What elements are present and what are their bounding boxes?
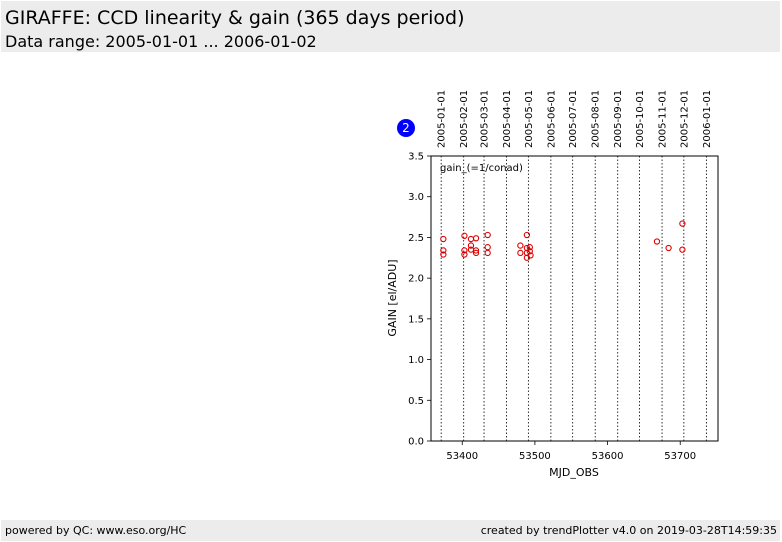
data-point: [440, 251, 447, 258]
data-point: [467, 235, 475, 243]
date-line-label: 2005-03-01: [480, 90, 491, 148]
data-point: [653, 238, 661, 245]
chart-annotation: gain_(=1/conad): [440, 163, 523, 174]
data-point: [679, 246, 686, 253]
data-point: [665, 244, 672, 252]
data-point: [517, 249, 524, 257]
data-point: [472, 247, 480, 254]
y-tick-label: 3.5: [408, 152, 424, 163]
y-axis-label: GAIN [el/ADU]: [386, 259, 399, 336]
x-tick-label: 53700: [664, 451, 696, 462]
date-line-label: 2005-11-01: [658, 90, 669, 148]
plot-number-badge: 2: [397, 119, 415, 137]
date-line-label: 2005-06-01: [546, 90, 557, 148]
date-line-label: 2005-01-01: [437, 90, 448, 148]
y-tick-label: 0.0: [408, 437, 424, 448]
date-line-label: 2005-04-01: [502, 90, 513, 148]
data-point: [467, 242, 475, 249]
footer-band: powered by QC: www.eso.org/HC created by…: [1, 520, 780, 541]
data-point: [526, 248, 533, 255]
data-point: [679, 220, 686, 227]
data-point: [526, 244, 533, 251]
data-point: [440, 235, 447, 243]
footer-created-by: created by trendPlotter v4.0 on 2019-03-…: [480, 524, 777, 537]
y-tick-label: 2.5: [408, 233, 424, 244]
y-tick-label: 2.0: [408, 274, 424, 285]
date-line-label: 2005-09-01: [613, 90, 624, 148]
header-band: GIRAFFE: CCD linearity & gain (365 days …: [1, 1, 780, 52]
data-point: [484, 249, 491, 257]
date-line-label: 2005-12-01: [679, 90, 690, 148]
axes-group: 0.0 0.5 1.0 1.5 2.0 2.5 3.0 3.5 53400 53500 53600 5…: [408, 152, 719, 462]
month-date-lines: 2005-01-01 2005-02-01 2005-03-01 2005-04-01…: [437, 90, 713, 441]
x-tick-label: 53600: [592, 451, 624, 462]
date-line-label: 2006-01-01: [702, 90, 713, 148]
x-axis-label: MJD_OBS: [549, 466, 599, 479]
y-tick-label: 1.5: [408, 314, 424, 325]
x-tick-label: 53400: [446, 451, 478, 462]
y-tick-label: 1.0: [408, 355, 424, 366]
plot-frame: [430, 155, 719, 442]
x-tick-label: 53500: [519, 451, 551, 462]
date-line-label: 2005-05-01: [524, 90, 535, 148]
data-point: [461, 251, 468, 258]
date-line-label: 2005-02-01: [459, 90, 470, 148]
data-point: [472, 249, 480, 257]
data-point: [461, 247, 468, 254]
y-tick-label: 0.5: [408, 396, 424, 407]
data-point: [484, 231, 491, 239]
data-range-subtitle: Data range: 2005-01-01 ... 2006-01-02: [5, 32, 317, 51]
page-title: GIRAFFE: CCD linearity & gain (365 days …: [5, 7, 465, 29]
data-point: [523, 231, 531, 239]
data-point: [517, 242, 524, 249]
data-point: [484, 244, 491, 251]
date-line-label: 2005-10-01: [635, 90, 646, 148]
data-point: [440, 247, 447, 254]
y-tick-label: 3.0: [408, 192, 424, 203]
data-points: [440, 220, 686, 261]
data-point: [472, 235, 480, 242]
footer-powered-by: powered by QC: www.eso.org/HC: [5, 524, 187, 537]
data-point: [527, 252, 534, 259]
data-point: [461, 232, 468, 239]
date-line-label: 2005-07-01: [568, 90, 579, 148]
date-line-label: 2005-08-01: [591, 90, 602, 148]
